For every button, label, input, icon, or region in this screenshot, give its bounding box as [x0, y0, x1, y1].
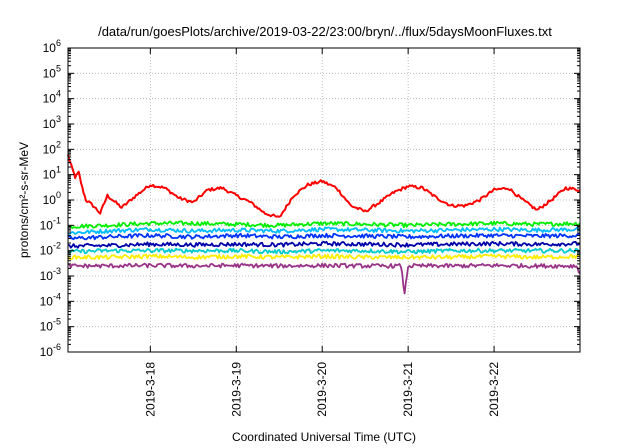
series-line-1 — [67, 154, 581, 218]
y-tick-label: 101 — [43, 165, 61, 182]
series-line-8 — [67, 262, 581, 295]
series-line-5 — [67, 240, 581, 249]
y-tick-label: 10-4 — [40, 291, 61, 308]
y-axis: 10-6 10-5 10-4 10-3 10-2 10-1 100 101 102 103 104 1… — [40, 38, 580, 359]
y-tick-label: 105 — [43, 63, 61, 80]
x-tick-label: 2019-3-20 — [315, 362, 329, 417]
y-tick-label: 103 — [43, 114, 61, 131]
x-tick-label: 2019-3-22 — [487, 362, 501, 417]
x-axis-label: Coordinated Universal Time (UTC) — [232, 430, 416, 444]
series-line-6 — [67, 247, 581, 255]
series-line-4 — [68, 232, 581, 241]
x-tick-label: 2019-3-18 — [143, 362, 157, 417]
series-layer — [67, 154, 581, 295]
y-tick-label: 106 — [43, 38, 61, 55]
x-tick-label: 2019-3-21 — [401, 362, 415, 417]
grid — [68, 48, 580, 352]
y-tick-label: 102 — [43, 139, 61, 156]
series-line-3 — [67, 226, 581, 235]
y-tick-label: 10-2 — [40, 241, 61, 258]
y-tick-label: 10-5 — [40, 317, 61, 334]
chart-title: /data/run/goesPlots/archive/2019-03-22/2… — [98, 24, 552, 39]
y-tick-label: 104 — [43, 89, 61, 106]
y-tick-label: 10-3 — [40, 266, 61, 283]
series-line-2 — [67, 220, 581, 230]
x-tick-label: 2019-3-19 — [229, 362, 243, 417]
y-tick-label: 10-1 — [40, 215, 61, 232]
y-tick-label: 10-6 — [40, 342, 61, 359]
series-line-7 — [67, 253, 581, 261]
x-axis: 2019-3-18 2019-3-19 2019-3-20 2019-3-21 2019… — [143, 48, 501, 417]
y-axis-label: protons/cm²-s-sr-MeV — [17, 142, 31, 258]
y-tick-label: 100 — [43, 190, 61, 207]
